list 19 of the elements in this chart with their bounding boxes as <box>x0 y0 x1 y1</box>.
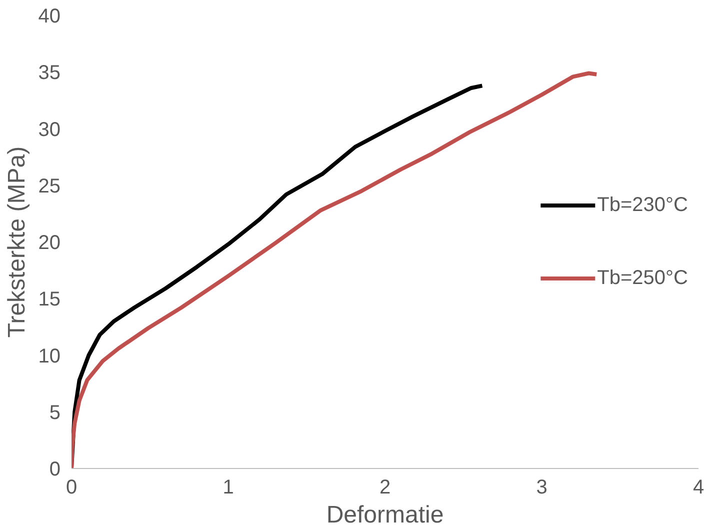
y-axis-title: Treksterkte (MPa) <box>3 146 30 338</box>
y-tick-label: 25 <box>38 175 61 198</box>
y-tick-label: 0 <box>49 458 60 480</box>
y-tick-label: 20 <box>38 232 61 254</box>
y-tick-label: 15 <box>38 288 61 311</box>
x-tick-label: 3 <box>536 476 548 498</box>
x-tick-label: 2 <box>379 476 391 498</box>
x-tick-label: 4 <box>692 476 704 498</box>
y-tick-label: 30 <box>38 118 61 141</box>
x-tick-label: 0 <box>66 476 78 498</box>
y-tick-label: 10 <box>38 345 61 368</box>
y-tick-label: 40 <box>38 6 61 28</box>
legend-label: Tb=230°C <box>597 194 688 216</box>
y-tick-label: 35 <box>38 62 61 84</box>
x-axis-title: Deformatie <box>326 502 444 528</box>
x-tick-label: 1 <box>222 476 234 498</box>
legend-label: Tb=250°C <box>597 266 688 290</box>
line-series <box>72 71 599 468</box>
y-tick-label: 5 <box>49 402 60 424</box>
